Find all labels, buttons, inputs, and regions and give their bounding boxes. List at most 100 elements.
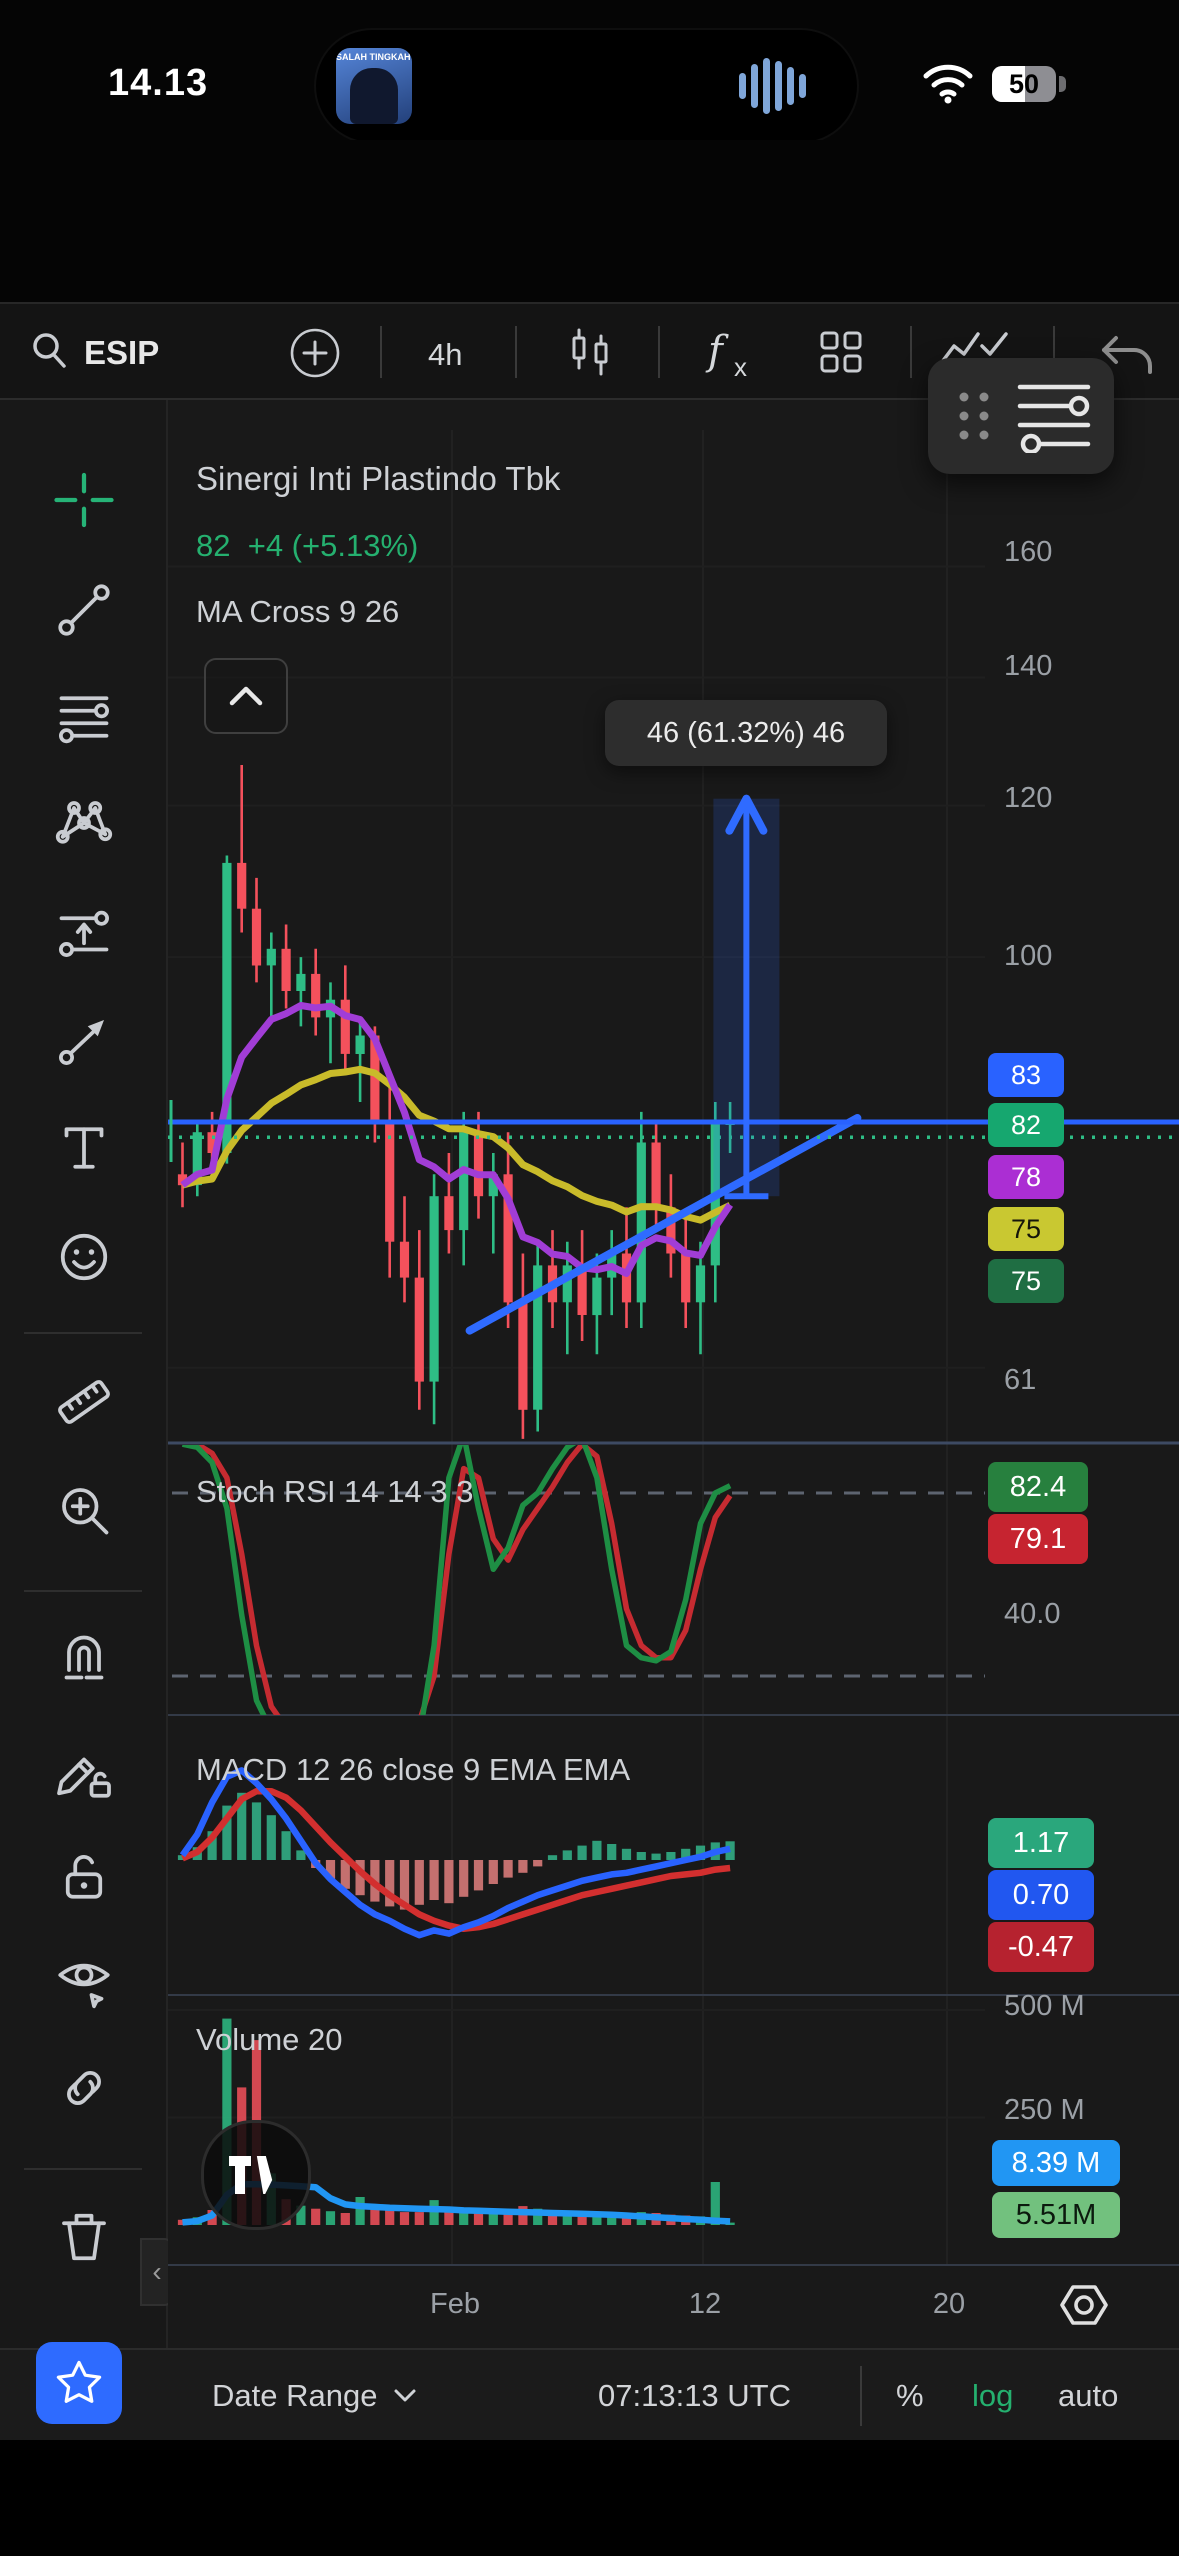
add-icon[interactable] [288,326,342,380]
long-position-tool[interactable] [52,900,116,964]
toolbar-divider [910,326,912,378]
bottom-bar: Date Range 07:13:13 UTC % log auto [0,2348,1179,2440]
battery-nub [1059,76,1066,92]
now-playing-artwork: SALAH TINGKAH V3 [336,48,412,124]
macd-title: MACD 12 26 close 9 EMA EMA [196,1752,631,1787]
price-tick: 100 [1004,940,1053,972]
hide-drawings-tool[interactable] [52,1948,116,2012]
layout-grid-icon[interactable] [814,328,870,380]
chart-check-icon[interactable] [940,328,1010,368]
auto-scale-button[interactable]: auto [1058,2378,1119,2413]
indicators-fx-icon[interactable]: f x [700,326,762,382]
toolbar-divider [658,326,660,378]
app-header: Stockbit [0,140,1179,391]
text-tool[interactable] [52,1116,116,1180]
lock-open-tool[interactable] [52,1846,116,1910]
zoom-in-tool[interactable] [52,1478,116,1542]
undo-icon[interactable] [1098,330,1160,382]
price-badge-ma-fast: 78 [988,1155,1064,1199]
drag-handle-icon[interactable] [954,387,996,445]
horizontal-lines-tool[interactable] [52,685,116,749]
log-scale-button[interactable]: log [972,2378,1014,2413]
emoji-tool[interactable] [52,1225,116,1289]
volume-title: Volume 20 [196,2022,343,2057]
instrument-name: Sinergi Inti Plastindo Tbk [196,460,561,497]
stoch-d-badge: 79.1 [988,1514,1088,1564]
toolbar-divider [380,326,382,378]
battery-icon: 50 [992,66,1056,102]
battery-percent: 50 [1008,68,1040,99]
chart-canvas[interactable] [168,400,1179,2348]
macd-hist-badge: 1.17 [988,1818,1094,1868]
measure-tooltip: 46 (61.32%) 46 [605,700,887,766]
collapse-legend-button[interactable] [204,658,288,734]
ruler-tool[interactable] [52,1370,116,1434]
bottom-bar-divider [860,2366,862,2426]
crosshair-tool[interactable] [52,468,116,532]
indicator-settings-popup[interactable] [928,358,1114,474]
sidebar-divider [24,1332,142,1334]
arrow-tool[interactable] [52,1008,116,1072]
link-tool[interactable] [52,2056,116,2120]
date-range-button[interactable]: Date Range [212,2350,417,2442]
interval-button[interactable]: 4h [428,337,463,372]
remove-drawings-tool[interactable] [52,2205,116,2269]
indicator-label: MA Cross 9 26 [196,594,400,629]
sliders-icon[interactable] [1014,379,1098,453]
clock: 14.13 [108,62,209,104]
clock-utc: 07:13:13 UTC [598,2378,791,2413]
toolbar-divider [515,326,517,378]
sidebar-divider [24,2168,142,2170]
date-range-label: Date Range [212,2378,378,2413]
price-change: +4 (+5.13%) [247,528,419,563]
price-badge-ma-slow: 75 [988,1207,1064,1251]
percent-scale-button[interactable]: % [896,2378,924,2413]
price-tick: 140 [1004,650,1053,682]
time-tick: 12 [688,2288,722,2320]
stoch-mid-tick: 40.0 [1004,1598,1061,1630]
audio-waveform-icon [739,58,806,114]
volume-ma-badge: 8.39 M [992,2140,1120,2186]
price-badge-indicator: 75 [988,1259,1064,1303]
svg-text:x: x [734,352,747,382]
dynamic-island[interactable]: SALAH TINGKAH V3 [316,30,857,142]
wifi-icon [923,64,973,104]
magnet-tool[interactable] [52,1628,116,1692]
chart-style-icon[interactable] [564,326,616,380]
album-label: SALAH TINGKAH V3 [336,52,412,62]
volume-tick: 250 M [1004,2094,1085,2126]
chevron-up-icon [229,686,263,706]
svg-text:f: f [705,328,729,374]
chevron-down-icon [394,2389,416,2402]
price-badge-last: 82 [988,1103,1064,1147]
star-icon [56,2360,102,2403]
price-tick: 61 [1004,1364,1037,1396]
macd-line-badge: 0.70 [988,1870,1094,1920]
trend-line-tool[interactable] [52,578,116,642]
sidebar-divider [24,1590,142,1592]
symbol-search[interactable]: ESIP [84,334,160,371]
price-tick: 120 [1004,782,1053,814]
price-line: 82 +4 (+5.13%) [196,528,418,564]
search-icon[interactable] [26,324,74,376]
favorites-button[interactable] [36,2342,122,2424]
toolbar-divider [1053,326,1055,378]
time-tick: 20 [932,2288,966,2320]
status-bar: 14.13 SALAH TINGKAH V3 [0,0,1179,142]
chart-settings-icon[interactable] [1058,2280,1110,2330]
xabcd-pattern-tool[interactable] [52,791,116,855]
price-tick: 160 [1004,536,1053,568]
price-badge-alert: 83 [988,1053,1064,1097]
macd-signal-badge: -0.47 [988,1922,1094,1972]
time-tick: Feb [430,2288,480,2320]
tradingview-watermark[interactable] [201,2120,311,2230]
volume-value-badge: 5.51M [992,2192,1120,2238]
stoch-k-badge: 82.4 [988,1462,1088,1512]
artwork-figure [350,68,398,124]
volume-tick: 500 M [1004,1990,1085,2022]
drawing-lock-tool[interactable] [52,1740,116,1804]
home-area [0,2440,1179,2556]
tradingview-logo-icon [229,2156,273,2194]
stoch-title: Stoch RSI 14 14 3 3 [196,1474,474,1509]
